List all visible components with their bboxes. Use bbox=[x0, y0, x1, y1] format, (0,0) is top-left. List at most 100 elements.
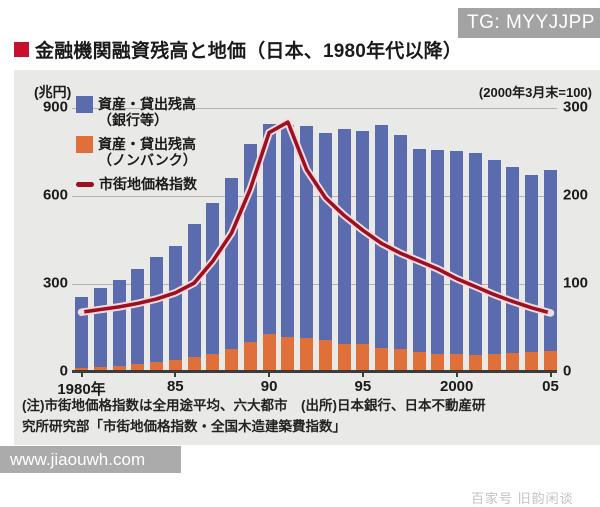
gridline-900 bbox=[72, 107, 557, 109]
bank-segment bbox=[206, 202, 220, 354]
legend-item-price-index: 市街地価格指数 bbox=[76, 176, 197, 192]
bar-1998 bbox=[412, 148, 426, 372]
nonbank-segment bbox=[431, 353, 445, 372]
legend-label-bank: 資産・貸出残高 （銀行等） bbox=[98, 96, 196, 128]
right-axis-tick-0: 0 bbox=[563, 362, 572, 380]
nonbank-segment bbox=[262, 334, 276, 372]
bank-segment bbox=[487, 160, 501, 355]
bank-segment bbox=[75, 296, 88, 369]
bank-segment bbox=[337, 128, 351, 344]
faint-watermark: 百家号 旧韵闲谈 bbox=[471, 491, 574, 506]
bank-segment bbox=[112, 280, 126, 366]
bank-segment bbox=[506, 167, 520, 353]
x-axis-label-90: 90 bbox=[260, 378, 278, 395]
bank-swatch-icon bbox=[76, 96, 93, 113]
bank-segment bbox=[318, 132, 332, 341]
bar-1992 bbox=[300, 125, 313, 372]
footer-url-bar: www.jiaouwh.com bbox=[0, 446, 181, 473]
bar-1985 bbox=[168, 245, 182, 372]
bar-2004 bbox=[525, 174, 538, 372]
bar-1980 bbox=[75, 296, 88, 372]
x-axis-label-05: 05 bbox=[542, 378, 559, 395]
bar-1999 bbox=[431, 149, 445, 372]
x-axis-tick-mark bbox=[174, 372, 177, 377]
nonbank-segment bbox=[206, 353, 220, 372]
x-axis-tick-mark bbox=[549, 372, 552, 377]
bank-segment bbox=[93, 288, 107, 368]
nonbank-segment bbox=[506, 352, 520, 372]
x-axis-label-1980年: 1980年 bbox=[57, 381, 106, 398]
left-axis-tick-300: 300 bbox=[42, 274, 68, 292]
bar-2000 bbox=[450, 150, 463, 372]
nonbank-segment bbox=[393, 349, 407, 372]
bank-segment bbox=[225, 178, 238, 349]
bank-segment bbox=[412, 148, 426, 353]
legend-nonbank-line1: 資産・貸出残高 bbox=[98, 136, 196, 152]
legend-label-price-index: 市街地価格指数 bbox=[99, 176, 197, 192]
bar-1988 bbox=[225, 178, 238, 372]
legend: 資産・貸出残高 （銀行等） 資産・貸出残高 （ノンバンク） 市街地価格指数 bbox=[76, 96, 197, 192]
bar-1993 bbox=[318, 132, 332, 372]
nonbank-segment bbox=[168, 359, 182, 372]
chart-note-line2: 究所研究部「市街地価格指数・全国木造建築費指数」 bbox=[22, 419, 346, 434]
chart-note: (注)市街地価格指数は全用途平均、六大都市 (出所)日本銀行、日本不動産研 究所… bbox=[22, 395, 594, 437]
bank-segment bbox=[525, 174, 538, 353]
nonbank-segment bbox=[487, 354, 501, 372]
bar-1986 bbox=[187, 223, 201, 372]
x-axis-tick-mark bbox=[80, 372, 83, 377]
nonbank-segment bbox=[281, 337, 295, 372]
bank-segment bbox=[168, 245, 182, 360]
nonbank-segment bbox=[243, 341, 257, 372]
legend-bank-line1: 資産・貸出残高 bbox=[98, 96, 196, 112]
bar-1981 bbox=[93, 288, 107, 372]
bank-segment bbox=[300, 125, 313, 339]
nonbank-segment bbox=[525, 352, 538, 372]
nonbank-segment bbox=[543, 351, 557, 372]
nonbank-segment bbox=[300, 338, 313, 372]
bar-1996 bbox=[375, 124, 388, 372]
title-row: 金融機関融資残高と地価（日本、1980年代以降） bbox=[14, 36, 462, 63]
nonbank-segment bbox=[450, 353, 463, 372]
bar-1990 bbox=[262, 123, 276, 372]
nonbank-segment bbox=[187, 357, 201, 372]
nonbank-segment bbox=[318, 340, 332, 372]
bank-segment bbox=[431, 149, 445, 354]
bank-segment bbox=[187, 223, 201, 358]
bar-1984 bbox=[150, 257, 163, 372]
bank-segment bbox=[356, 131, 370, 345]
nonbank-segment bbox=[337, 343, 351, 372]
bar-1983 bbox=[131, 269, 145, 372]
x-axis-label-95: 95 bbox=[354, 378, 372, 395]
bar-1995 bbox=[356, 131, 370, 372]
x-axis-label-85: 85 bbox=[166, 378, 184, 395]
x-axis-tick-mark bbox=[268, 372, 271, 377]
nonbank-segment bbox=[468, 355, 482, 372]
page-title: 金融機関融資残高と地価（日本、1980年代以降） bbox=[35, 41, 463, 62]
bar-1997 bbox=[393, 135, 407, 372]
legend-item-nonbank: 資産・貸出残高 （ノンバンク） bbox=[76, 136, 197, 168]
nonbank-swatch-icon bbox=[76, 136, 93, 153]
chart-panel: (兆円) (2000年3月末=100) 1980年 85 90 95 2000 05 資産… bbox=[14, 70, 600, 506]
nonbank-segment bbox=[225, 348, 238, 372]
nonbank-segment bbox=[112, 365, 126, 372]
right-axis-tick-200: 200 bbox=[563, 186, 589, 204]
price-index-line-swatch-icon bbox=[76, 182, 94, 187]
x-axis-tick-mark bbox=[361, 372, 364, 377]
x-axis-labels: 1980年 85 90 95 2000 05 bbox=[57, 378, 559, 400]
bar-1989 bbox=[243, 143, 257, 372]
bank-segment bbox=[150, 257, 163, 363]
right-axis-tick-100: 100 bbox=[563, 274, 589, 292]
right-axis-tick-300: 300 bbox=[563, 98, 589, 116]
legend-item-bank: 資産・貸出残高 （銀行等） bbox=[76, 96, 197, 128]
tg-watermark-box: TG: MYYJJPP bbox=[458, 8, 600, 38]
bank-segment bbox=[375, 124, 388, 348]
nonbank-segment bbox=[356, 344, 370, 372]
nonbank-segment bbox=[412, 352, 426, 372]
bank-segment bbox=[393, 135, 407, 350]
chart-note-line1: (注)市街地価格指数は全用途平均、六大都市 (出所)日本銀行、日本不動産研 bbox=[22, 398, 486, 413]
legend-nonbank-line2: （ノンバンク） bbox=[98, 152, 197, 168]
x-axis-line bbox=[72, 370, 557, 373]
bank-segment bbox=[131, 269, 145, 365]
nonbank-segment bbox=[375, 347, 388, 372]
bar-2001 bbox=[468, 152, 482, 372]
